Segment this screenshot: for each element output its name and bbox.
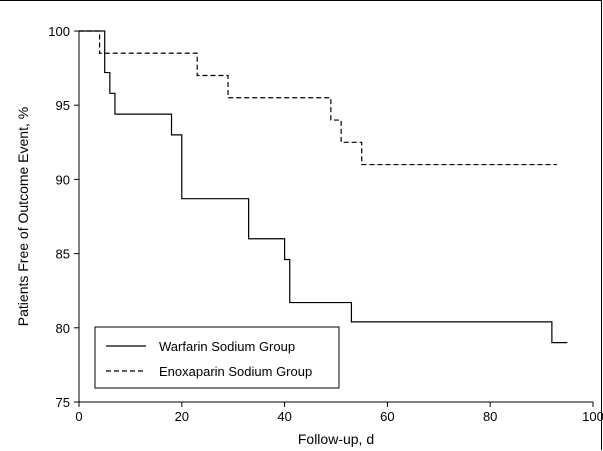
axes <box>78 31 593 403</box>
x-axis-title: Follow-up, d <box>298 431 374 447</box>
y-tick-label-100: 100 <box>48 24 70 39</box>
x-tick-label-100: 100 <box>582 409 603 424</box>
axis-ticks: 0 20 40 60 80 100 75 80 85 90 95 100 <box>48 24 603 424</box>
x-tick-label-40: 40 <box>277 409 291 424</box>
x-tick-label-80: 80 <box>483 409 497 424</box>
series-line-enoxaparin <box>79 30 558 166</box>
y-axis-title: Patients Free of Outcome Event, % <box>15 107 31 326</box>
x-tick-label-0: 0 <box>75 409 82 424</box>
legend-box <box>94 326 340 389</box>
legend-label-warfarin: Warfarin Sodium Group <box>159 339 295 354</box>
x-tick-label-60: 60 <box>380 409 394 424</box>
y-tick-label-75: 75 <box>56 395 70 410</box>
y-tick-label-90: 90 <box>56 172 70 187</box>
x-tick-label-20: 20 <box>175 409 189 424</box>
y-tick-label-95: 95 <box>56 98 70 113</box>
series-layer <box>79 30 568 344</box>
series-line-warfarin <box>79 30 568 344</box>
legend: Warfarin Sodium Group Enoxaparin Sodium … <box>94 326 340 389</box>
y-tick-label-80: 80 <box>56 321 70 336</box>
legend-label-enoxaparin: Enoxaparin Sodium Group <box>159 364 312 379</box>
y-tick-label-85: 85 <box>56 247 70 262</box>
